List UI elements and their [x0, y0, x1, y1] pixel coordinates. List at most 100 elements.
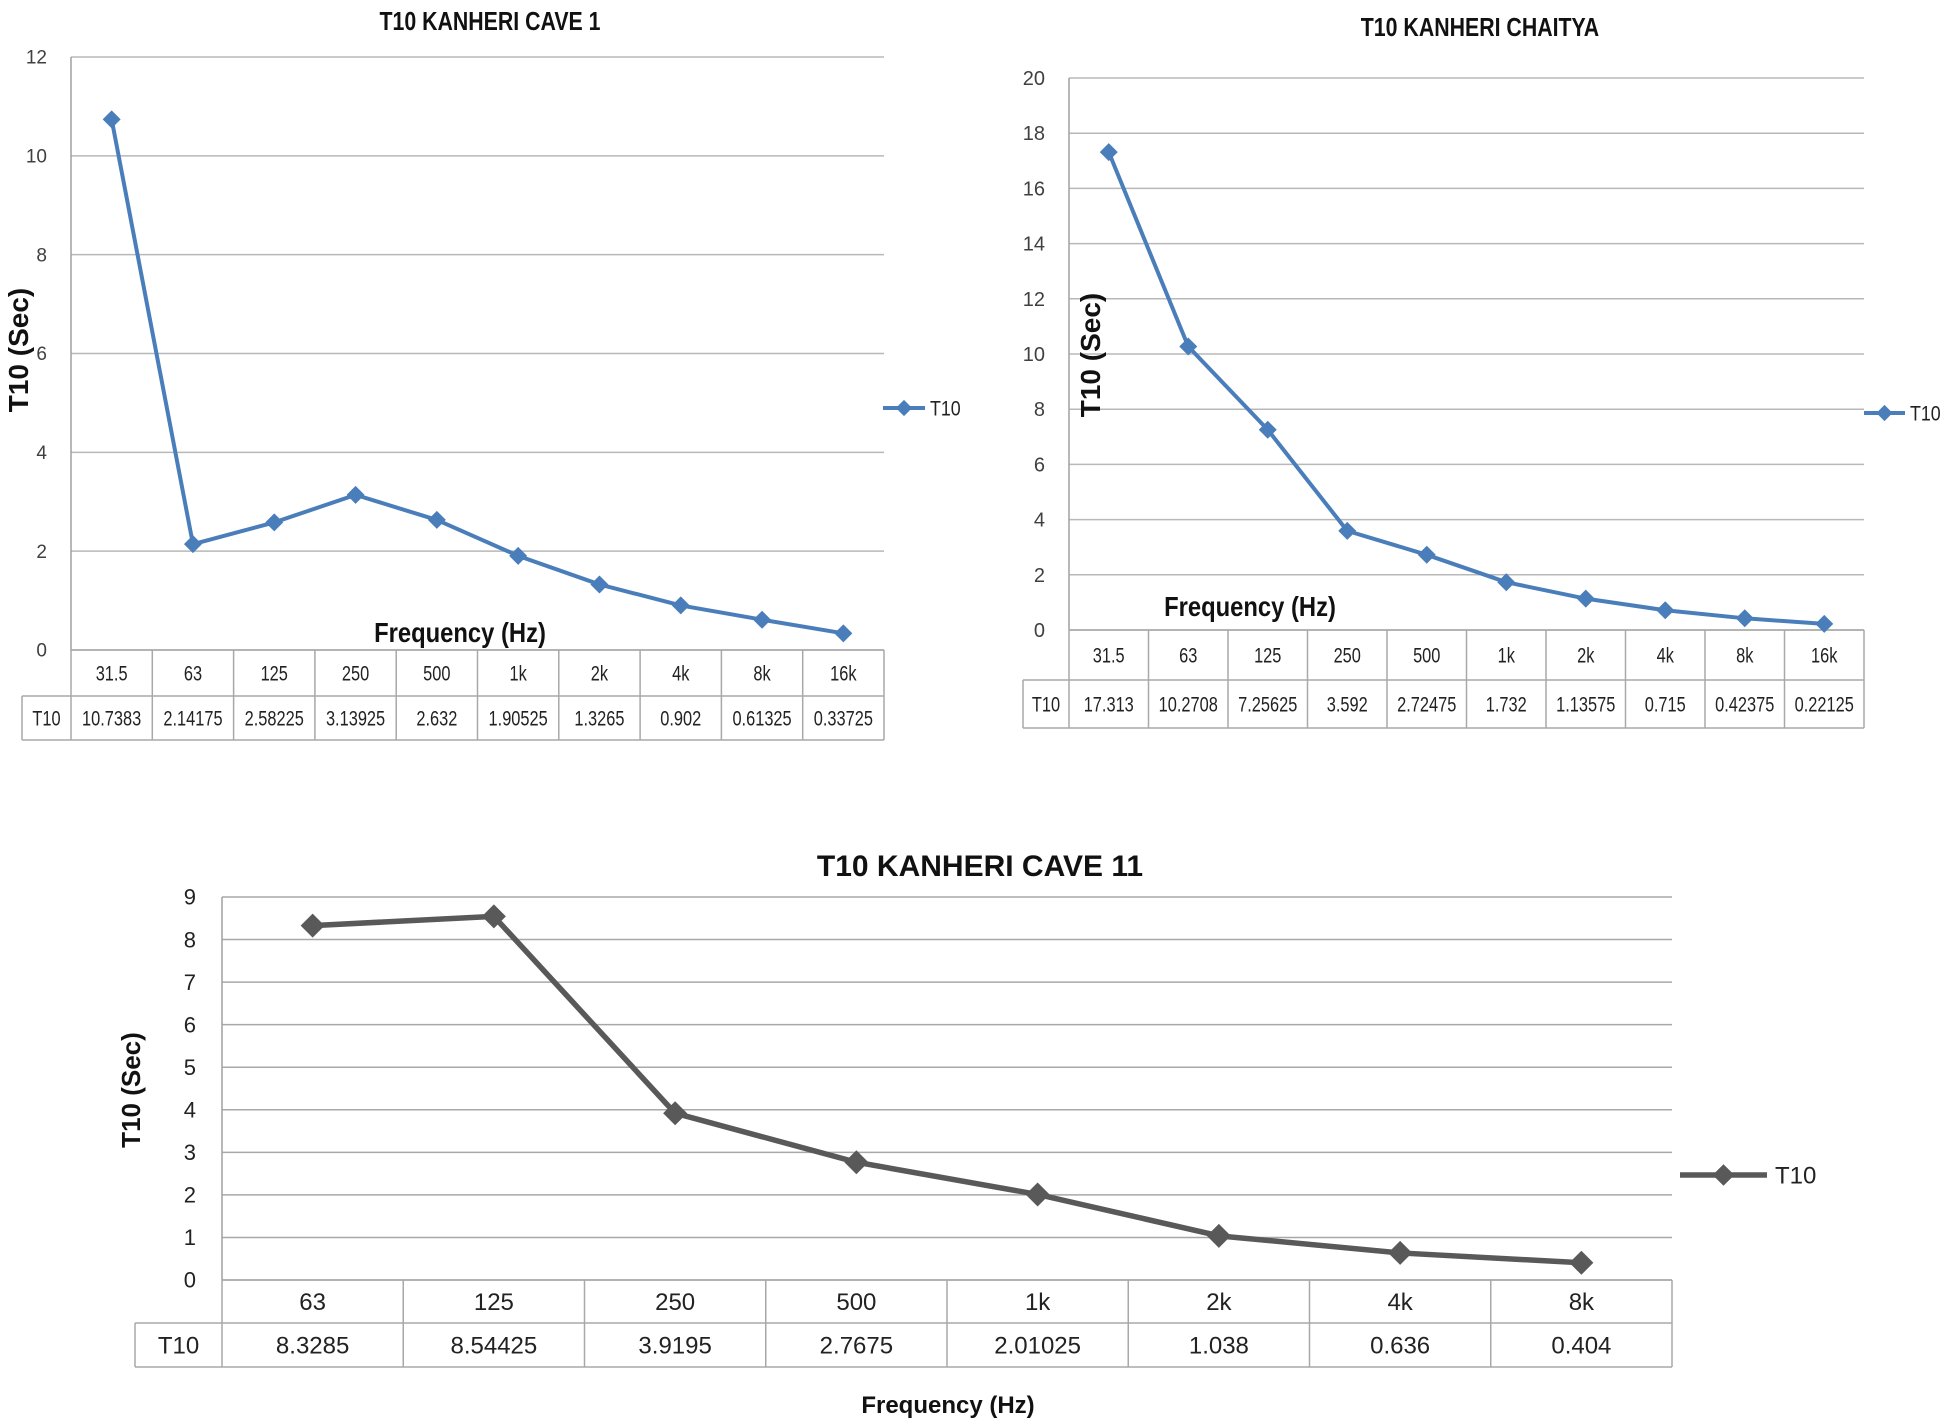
table-value-cell: 2.01025 — [994, 1333, 1081, 1360]
x-category-label: 31.5 — [1093, 644, 1125, 667]
y-tick-label: 4 — [36, 443, 47, 464]
data-point-marker — [753, 610, 772, 629]
legend-label: T10 — [1910, 402, 1941, 426]
y-tick-label: 8 — [1034, 399, 1045, 421]
x-category-label: 31.5 — [96, 662, 128, 685]
data-point-marker — [1099, 143, 1118, 162]
x-category-label: 63 — [1179, 644, 1197, 667]
table-value-cell: 8.54425 — [450, 1333, 537, 1360]
legend-label: T10 — [930, 397, 961, 421]
table-row-label: T10 — [1032, 693, 1060, 716]
chart-chaitya: T10 KANHERI CHAITYA 0 2 4 6 8 10 12 14 16 18 20 31.5… — [1022, 13, 1941, 729]
y-tick-label: 8 — [184, 927, 196, 952]
legend: T10 — [883, 397, 961, 421]
x-category-label: 500 — [423, 662, 450, 685]
legend: T10 — [1864, 402, 1941, 426]
series-line-t10 — [109, 118, 844, 636]
data-point-marker — [300, 913, 325, 938]
x-category-label: 8k — [1736, 644, 1754, 667]
y-tick-label: 2 — [36, 542, 47, 563]
x-category-label: 16k — [830, 662, 857, 685]
data-point-marker — [590, 575, 609, 594]
data-point-marker — [1338, 521, 1357, 540]
y-tick-label: 20 — [1023, 68, 1045, 90]
table-value-cell: 10.7383 — [82, 707, 141, 730]
y-tick-label: 10 — [1023, 344, 1045, 366]
x-category-label: 8k — [753, 662, 771, 685]
x-category-label: 2k — [1577, 644, 1595, 667]
data-point-marker — [844, 1150, 869, 1175]
x-category-label: 1k — [509, 662, 527, 685]
table-value-cell: 2.14175 — [163, 707, 222, 730]
table-value-cell: 2.58225 — [245, 707, 304, 730]
x-category-label: 63 — [184, 662, 202, 685]
legend: T10 — [1680, 1162, 1816, 1189]
y-tick-label: 3 — [184, 1140, 196, 1165]
y-tick-label: 4 — [184, 1097, 196, 1122]
y-tick-label: 10 — [26, 146, 47, 167]
table-value-cell: 0.715 — [1645, 693, 1686, 716]
x-category-label: 2k — [1206, 1289, 1232, 1316]
data-point-marker — [1388, 1240, 1413, 1265]
chart-cave11: T10 KANHERI CAVE 11 0 1 2 3 4 5 6 7 8 9 63 125 250 500… — [116, 850, 1816, 1419]
y-tick-label: 8 — [36, 245, 47, 266]
data-point-marker — [1497, 573, 1516, 592]
data-point-marker — [1206, 1223, 1231, 1248]
x-category-label: 250 — [655, 1289, 695, 1316]
x-category-label: 4k — [1657, 644, 1675, 667]
y-tick-label: 2 — [1034, 565, 1045, 587]
table-value-cell: 0.404 — [1551, 1333, 1611, 1360]
table-value-cell: 3.592 — [1327, 693, 1368, 716]
data-point-marker — [346, 485, 365, 504]
series-line-t10 — [312, 913, 1582, 1266]
table-value-cell: 8.3285 — [276, 1333, 349, 1360]
x-category-label: 4k — [672, 662, 690, 685]
data-point-marker — [183, 535, 202, 554]
y-tick-label: 0 — [1034, 620, 1045, 642]
legend-marker — [1712, 1164, 1735, 1186]
table-value-cell: 1.13575 — [1556, 693, 1615, 716]
data-point-marker — [427, 510, 446, 529]
series-line-t10 — [1106, 151, 1825, 626]
y-tick-label: 0 — [36, 641, 47, 662]
data-point-marker — [265, 513, 284, 532]
table-value-cell: 1.3265 — [574, 707, 624, 730]
data-table: 31.5 63 125 250 500 1k 2k 4k 8k 16k T10 17.313 10.27… — [1022, 629, 1865, 729]
table-value-cell: 10.2708 — [1159, 693, 1218, 716]
table-value-cell: 2.632 — [416, 707, 457, 730]
data-point-marker — [1417, 545, 1436, 564]
table-value-cell: 2.72475 — [1397, 693, 1456, 716]
x-axis-title: Frequency (Hz) — [374, 616, 546, 648]
y-tick-label: 9 — [184, 885, 196, 910]
data-point-marker — [1815, 614, 1834, 633]
y-tick-label: 12 — [1023, 289, 1045, 311]
x-axis-title: Frequency (Hz) — [1164, 590, 1336, 622]
x-axis-title: Frequency (Hz) — [861, 1392, 1034, 1419]
y-tick-label: 12 — [26, 48, 47, 69]
chart-title: T10 KANHERI CAVE 1 — [379, 7, 600, 37]
legend-marker — [895, 399, 913, 417]
x-category-label: 500 — [1413, 644, 1440, 667]
y-tick-label: 7 — [184, 970, 196, 995]
table-value-cell: 0.33725 — [814, 707, 873, 730]
x-category-label: 125 — [474, 1289, 514, 1316]
table-value-cell: 1.732 — [1486, 693, 1527, 716]
table-value-cell: 17.313 — [1084, 693, 1134, 716]
data-point-marker — [1576, 589, 1595, 608]
x-category-label: 16k — [1811, 644, 1838, 667]
x-category-label: 125 — [261, 662, 288, 685]
table-value-cell: 1.90525 — [489, 707, 548, 730]
chart-cave1: T10 KANHERI CAVE 1 0 2 4 6 8 10 12 31.5 63 125 250 5… — [3, 7, 961, 741]
data-point-marker — [1025, 1182, 1050, 1207]
data-point-marker — [481, 904, 506, 929]
x-category-label: 63 — [299, 1289, 326, 1316]
table-row-label: T10 — [32, 707, 60, 730]
y-tick-label: 0 — [184, 1268, 196, 1293]
data-point-marker — [102, 110, 121, 129]
x-category-label: 1k — [1498, 644, 1516, 667]
data-point-marker — [1656, 601, 1675, 620]
data-table: 63 125 250 500 1k 2k 4k 8k T10 8.3285 8.54425 3.919… — [134, 1279, 1673, 1368]
data-point-marker — [834, 624, 853, 643]
table-value-cell: 7.25625 — [1238, 693, 1297, 716]
